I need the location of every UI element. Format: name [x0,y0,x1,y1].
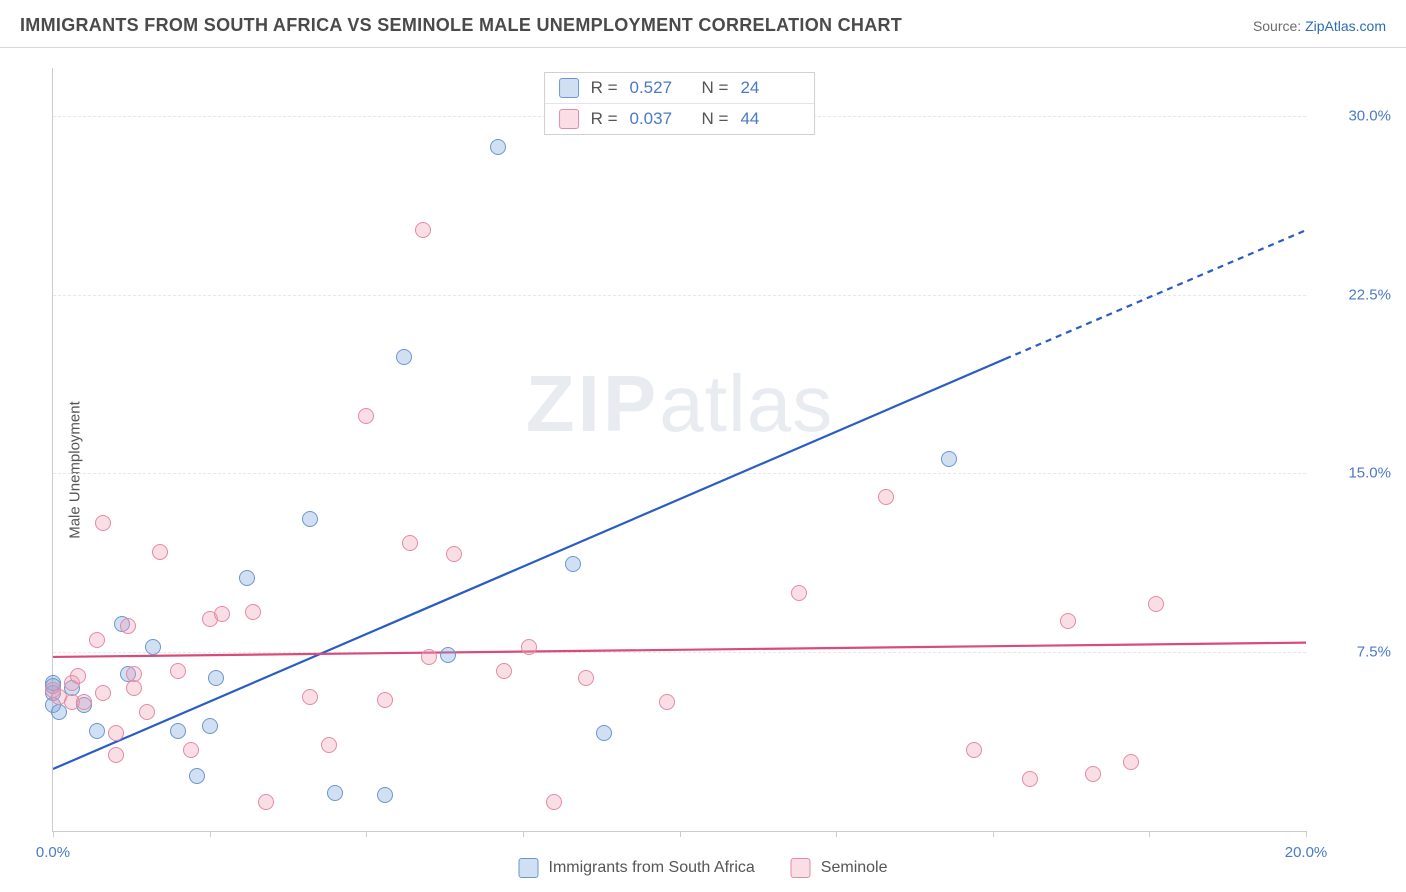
scatter-point [302,511,318,527]
gridline-h [53,652,1306,653]
chart-title: IMMIGRANTS FROM SOUTH AFRICA VS SEMINOLE… [20,15,902,36]
y-tick-label: 15.0% [1316,465,1391,482]
scatter-point [89,632,105,648]
scatter-point [152,544,168,560]
scatter-point [89,723,105,739]
scatter-point [1022,771,1038,787]
y-tick-label: 30.0% [1316,107,1391,124]
scatter-point [421,649,437,665]
scatter-point [546,794,562,810]
x-tick [836,831,837,837]
swatch-icon [519,858,539,878]
x-tick [1149,831,1150,837]
scatter-point [791,585,807,601]
scatter-point [126,680,142,696]
swatch-icon [791,858,811,878]
plot-region: ZIPatlas R = 0.527 N = 24 R = 0.037 N = … [52,68,1306,832]
scatter-point [245,604,261,620]
scatter-point [76,694,92,710]
scatter-point [170,723,186,739]
x-tick [210,831,211,837]
swatch-icon [559,109,579,129]
legend-item-series-a: Immigrants from South Africa [519,858,755,878]
scatter-point [1123,754,1139,770]
scatter-point [120,618,136,634]
scatter-point [565,556,581,572]
scatter-point [145,639,161,655]
scatter-point [377,692,393,708]
scatter-point [302,689,318,705]
legend-row-series-a: R = 0.527 N = 24 [545,73,815,103]
scatter-point [139,704,155,720]
gridline-h [53,295,1306,296]
y-tick-label: 22.5% [1316,286,1391,303]
scatter-point [446,546,462,562]
scatter-point [1060,613,1076,629]
scatter-point [214,606,230,622]
y-tick-label: 7.5% [1316,644,1391,661]
scatter-point [202,718,218,734]
source-link[interactable]: ZipAtlas.com [1305,18,1386,34]
scatter-point [126,666,142,682]
x-tick-label: 0.0% [36,844,70,861]
scatter-point [415,222,431,238]
scatter-point [941,451,957,467]
x-tick [680,831,681,837]
x-tick-label: 20.0% [1285,844,1328,861]
scatter-point [966,742,982,758]
n-value-a: 24 [740,78,800,98]
swatch-icon [559,78,579,98]
header: IMMIGRANTS FROM SOUTH AFRICA VS SEMINOLE… [0,0,1406,48]
scatter-point [70,668,86,684]
scatter-point [596,725,612,741]
scatter-point [183,742,199,758]
legend-label-b: Seminole [821,859,888,877]
scatter-point [377,787,393,803]
r-value-a: 0.527 [630,78,690,98]
legend-label-a: Immigrants from South Africa [549,859,755,877]
watermark: ZIPatlas [526,358,833,450]
x-tick [53,831,54,837]
chart-area: Male Unemployment ZIPatlas R = 0.527 N =… [0,48,1406,892]
gridline-h [53,473,1306,474]
correlation-legend: R = 0.527 N = 24 R = 0.037 N = 44 [544,72,816,135]
scatter-point [189,768,205,784]
scatter-point [321,737,337,753]
scatter-point [170,663,186,679]
r-value-b: 0.037 [630,109,690,129]
x-tick [993,831,994,837]
x-tick [1306,831,1307,837]
source-label: Source: ZipAtlas.com [1253,18,1386,34]
series-legend: Immigrants from South Africa Seminole [519,858,888,878]
x-tick [366,831,367,837]
scatter-point [578,670,594,686]
scatter-point [496,663,512,679]
scatter-point [108,725,124,741]
scatter-point [490,139,506,155]
x-tick [523,831,524,837]
legend-item-series-b: Seminole [791,858,888,878]
scatter-point [440,647,456,663]
scatter-point [239,570,255,586]
n-value-b: 44 [740,109,800,129]
scatter-point [396,349,412,365]
scatter-point [108,747,124,763]
scatter-point [878,489,894,505]
scatter-point [208,670,224,686]
scatter-point [95,685,111,701]
scatter-point [95,515,111,531]
scatter-point [1085,766,1101,782]
scatter-point [258,794,274,810]
scatter-point [521,639,537,655]
scatter-point [1148,596,1164,612]
scatter-point [402,535,418,551]
scatter-point [659,694,675,710]
scatter-point [327,785,343,801]
scatter-point [358,408,374,424]
legend-row-series-b: R = 0.037 N = 44 [545,103,815,134]
